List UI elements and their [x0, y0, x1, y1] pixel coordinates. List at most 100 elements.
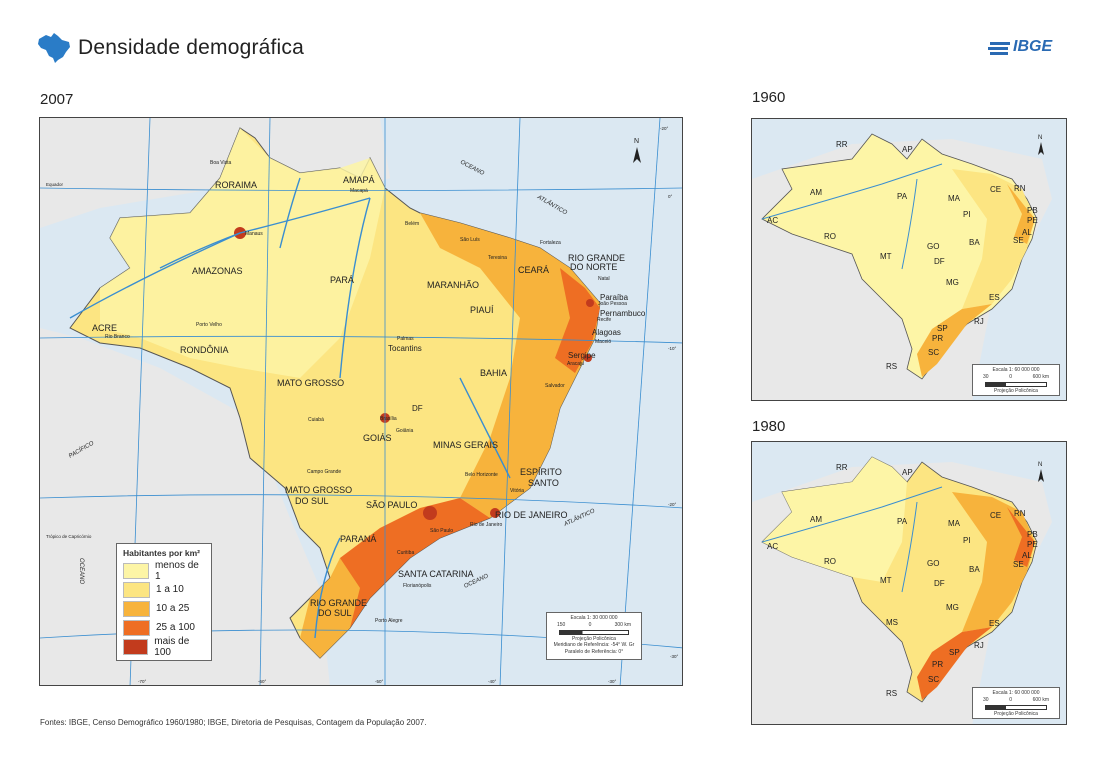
city-label: Rio de Janeiro	[470, 522, 502, 528]
city-label: São Paulo	[430, 528, 453, 534]
svg-text:DF: DF	[934, 579, 945, 588]
svg-text:AP: AP	[902, 145, 913, 154]
legend-swatch	[123, 581, 150, 598]
label-tocantins: Tocantins	[388, 344, 422, 353]
svg-text:MG: MG	[946, 603, 959, 612]
label-rio-grande-sul-1: RIO GRANDE	[310, 598, 367, 608]
svg-text:-20°: -20°	[668, 502, 677, 507]
label-amapa: AMAPÁ	[343, 175, 375, 185]
svg-text:AL: AL	[1022, 551, 1032, 560]
city-label: São Luís	[460, 237, 480, 243]
svg-text:-60°: -60°	[258, 679, 267, 684]
svg-text:AL: AL	[1022, 228, 1032, 237]
svg-text:MA: MA	[948, 194, 961, 203]
svg-text:-30°: -30°	[608, 679, 617, 684]
svg-text:ES: ES	[989, 293, 1000, 302]
svg-text:BA: BA	[969, 565, 980, 574]
svg-text:RJ: RJ	[974, 641, 984, 650]
svg-text:PA: PA	[897, 517, 908, 526]
city-label: Manaus	[245, 231, 263, 237]
inset-1960-scale: Escala 1: 60 000 000 30 0 600 km Projeção …	[972, 364, 1060, 396]
north-arrow-icon: N	[633, 138, 641, 163]
city-label: Campo Grande	[307, 469, 341, 475]
svg-text:PI: PI	[963, 210, 971, 219]
svg-text:PE: PE	[1027, 540, 1038, 549]
legend-swatch	[123, 600, 150, 617]
page-title: Densidade demográfica	[78, 36, 305, 59]
city-label: Salvador	[545, 383, 565, 389]
city-label: Fortaleza	[540, 240, 561, 246]
svg-text:PB: PB	[1027, 206, 1038, 215]
city-label: Palmas	[397, 336, 414, 342]
city-label: Brasília	[380, 416, 397, 422]
svg-text:SE: SE	[1013, 236, 1024, 245]
svg-text:AP: AP	[902, 468, 913, 477]
city-label: Aracaju	[567, 361, 584, 367]
svg-text:PR: PR	[932, 334, 943, 343]
label-rio-grande-sul-2: DO SUL	[318, 608, 352, 618]
label-bahia: BAHIA	[480, 368, 507, 378]
label-goias: GOIÁS	[363, 433, 392, 443]
svg-text:SP: SP	[949, 648, 960, 657]
inset-map-1980: RR AP AM PA MA CE RN PB PE AL SE PI AC R…	[751, 441, 1067, 725]
city-label: Teresina	[488, 255, 507, 261]
main-map-year: 2007	[40, 91, 74, 108]
source-note: Fontes: IBGE, Censo Demográfico 1960/198…	[40, 718, 427, 727]
legend: Habitantes por km² menos de 1 1 a 10 10 …	[116, 543, 212, 661]
label-sergipe: Sergipe	[568, 351, 596, 360]
label-santo: SANTO	[528, 478, 559, 488]
ocean-label: ATLÂNTICO	[535, 193, 568, 216]
legend-title: Habitantes por km²	[123, 548, 200, 558]
label-acre: ACRE	[92, 323, 117, 333]
legend-item: menos de 1	[123, 560, 205, 582]
city-label: Vitória	[510, 488, 524, 494]
city-label: Rio Branco	[105, 334, 130, 340]
legend-swatch	[123, 638, 149, 655]
svg-text:RS: RS	[886, 689, 897, 698]
brazil-map-icon	[38, 33, 70, 63]
city-label: Porto Velho	[196, 322, 222, 328]
city-label: Cuiabá	[308, 417, 324, 423]
svg-text:N: N	[1038, 462, 1042, 468]
svg-text:ES: ES	[989, 619, 1000, 628]
main-map: RORAIMA AMAPÁ AMAZONAS PARÁ MARANHÃO CEA…	[39, 117, 683, 686]
city-label: Boa Vista	[210, 160, 232, 166]
svg-text:MS: MS	[886, 618, 898, 627]
city-label: Porto Alegre	[375, 618, 403, 624]
svg-text:-20°: -20°	[660, 126, 669, 131]
main-scale: Escala 1: 30 000 000 150 0 300 km Projeção…	[546, 612, 642, 660]
label-santa-catarina: SANTA CATARINA	[398, 569, 474, 579]
city-label: Belém	[405, 221, 419, 227]
svg-text:GO: GO	[927, 559, 939, 568]
inset-1980-year: 1980	[752, 418, 786, 435]
svg-text:SC: SC	[928, 348, 939, 357]
ocean-label: OCEANO	[78, 558, 84, 584]
label-amazonas: AMAZONAS	[192, 266, 243, 276]
svg-text:CE: CE	[990, 511, 1001, 520]
city-label: Belo Horizonte	[465, 472, 498, 478]
svg-text:MT: MT	[880, 252, 892, 261]
svg-text:0°: 0°	[668, 194, 673, 199]
legend-item: 25 a 100	[123, 618, 205, 637]
label-espirito: ESPÍRITO	[520, 467, 562, 477]
north-arrow-icon: N	[1038, 135, 1044, 155]
label-ceara: CEARÁ	[518, 265, 549, 275]
svg-text:CE: CE	[990, 185, 1001, 194]
city-label: Goiânia	[396, 428, 413, 434]
city-label: Curitiba	[397, 550, 414, 556]
svg-text:MA: MA	[948, 519, 961, 528]
svg-text:N: N	[1038, 135, 1042, 141]
label-df: DF	[412, 404, 423, 413]
svg-text:AC: AC	[767, 542, 778, 551]
rivers	[69, 177, 511, 639]
label-roraima: RORAIMA	[215, 180, 257, 190]
label-rio-grande: RIO GRANDE	[568, 253, 625, 263]
ibge-logo-icon	[988, 42, 1010, 55]
label-rio-de-janeiro: RIO DE JANEIRO	[495, 510, 568, 520]
label-pernambuco: Pernambuco	[600, 309, 646, 318]
inset-1960-year: 1960	[752, 89, 786, 106]
city-label: Recife	[597, 317, 611, 323]
svg-text:SC: SC	[928, 675, 939, 684]
svg-text:RS: RS	[886, 362, 897, 371]
svg-text:RN: RN	[1014, 184, 1026, 193]
